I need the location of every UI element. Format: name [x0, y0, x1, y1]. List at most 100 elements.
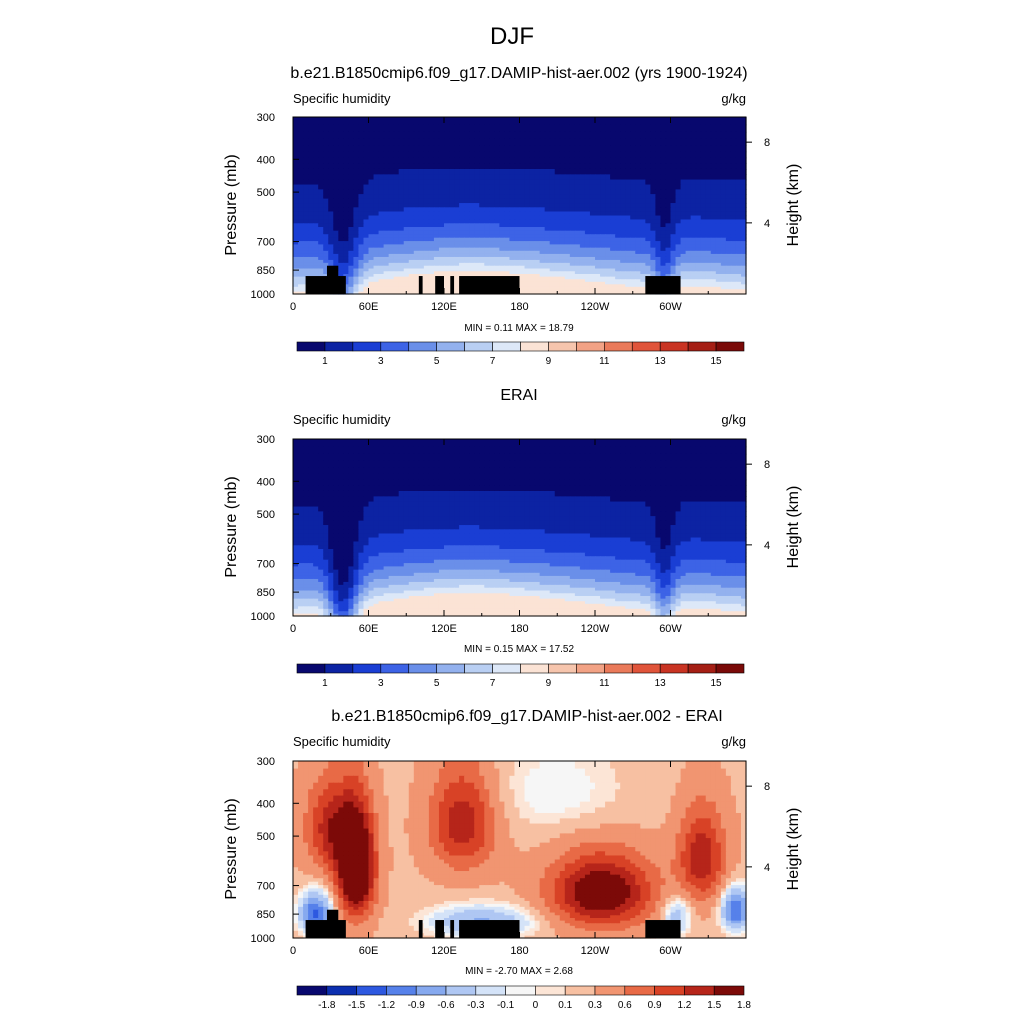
heatmap-cell [378, 223, 385, 228]
heatmap-cell [700, 279, 707, 283]
heatmap-cell [328, 244, 334, 249]
heatmap-cell [524, 473, 531, 481]
heatmap-cell [444, 276, 450, 280]
heatmap-cell [524, 219, 531, 224]
heatmap-cell [398, 241, 405, 246]
heatmap-cell [559, 198, 566, 204]
heatmap-cell [298, 265, 304, 270]
heatmap-cell [328, 138, 334, 146]
heatmap-cell [393, 184, 400, 191]
heatmap-cell [509, 234, 516, 239]
heatmap-cell [665, 446, 672, 455]
heatmap-cell [524, 286, 531, 290]
heatmap-cell [665, 485, 672, 492]
heatmap-cell [725, 473, 732, 481]
heatmap-cell [720, 184, 727, 191]
heatmap-cell [549, 460, 556, 468]
heatmap-cell [610, 207, 616, 213]
heatmap-cell [308, 271, 314, 275]
heatmap-cell [393, 138, 400, 146]
heatmap-cell [670, 439, 677, 448]
heatmap-cell [343, 281, 349, 285]
heatmap-cell [428, 203, 435, 208]
heatmap-cell [293, 479, 299, 487]
heatmap-cell [655, 157, 662, 165]
heatmap-cell [353, 230, 360, 235]
y-tick-label: 1000 [251, 289, 275, 301]
heatmap-cell [393, 198, 400, 204]
heatmap-cell [428, 453, 435, 462]
heatmap-cell [333, 131, 339, 140]
heatmap-cell [383, 237, 390, 242]
heatmap-cell [554, 174, 561, 181]
heatmap-cell [338, 194, 344, 200]
heatmap-cell [474, 467, 480, 475]
heatmap-cell [605, 237, 611, 242]
heatmap-cell [630, 184, 636, 191]
heatmap-cell [625, 271, 631, 275]
heatmap-cell [469, 271, 475, 275]
heatmap-cell [484, 163, 490, 170]
heatmap-cell [569, 117, 576, 126]
heatmap-cell [690, 268, 697, 272]
heatmap-cell [393, 219, 400, 224]
heatmap-cell [730, 446, 737, 455]
heatmap-cell [403, 219, 410, 224]
heatmap-cell [353, 223, 360, 228]
heatmap-cell [449, 203, 455, 208]
heatmap-cell [544, 479, 551, 487]
heatmap-cell [690, 439, 697, 448]
heatmap-cell [569, 203, 576, 208]
heatmap-cell [313, 174, 319, 181]
heatmap-cell [504, 467, 511, 475]
heatmap-cell [605, 207, 611, 213]
heatmap-cell [675, 250, 682, 255]
heatmap-cell [524, 151, 531, 159]
heatmap-cell [298, 291, 304, 295]
heatmap-cell [333, 460, 339, 468]
heatmap-cell [680, 194, 687, 200]
heatmap-cell [584, 250, 591, 255]
heatmap-cell [534, 227, 541, 232]
heatmap-cell [403, 168, 410, 175]
heatmap-cell [368, 211, 375, 217]
heatmap-cell [499, 268, 505, 272]
heatmap-cell [630, 271, 636, 275]
heatmap-cell [393, 485, 400, 492]
heatmap-cell [569, 268, 576, 272]
heatmap-cell [393, 271, 400, 275]
heatmap-cell [318, 168, 324, 175]
heatmap-cell [584, 490, 591, 497]
heatmap-cell [368, 286, 375, 290]
heatmap-cell [735, 460, 742, 468]
heatmap-cell [615, 273, 621, 278]
colorbar-label: 15 [711, 356, 723, 367]
heatmap-cell [449, 247, 455, 252]
heatmap-cell [720, 276, 727, 280]
heatmap-cell [620, 276, 626, 280]
heatmap-cell [600, 163, 606, 170]
heatmap-cell [479, 194, 485, 200]
heatmap-cell [630, 439, 636, 448]
heatmap-cell [605, 211, 611, 217]
heatmap-cell [625, 485, 631, 492]
heatmap-cell [660, 256, 667, 261]
heatmap-cell [393, 117, 400, 126]
heatmap-cell [479, 215, 485, 221]
heatmap-cell [595, 163, 601, 170]
heatmap-cell [353, 253, 360, 258]
min-max-text: MIN = 0.15 MAX = 17.52 [464, 644, 574, 655]
heatmap-cell [373, 145, 380, 153]
heatmap-cell [635, 247, 641, 252]
heatmap-cell [645, 250, 651, 255]
heatmap-cell [610, 291, 616, 295]
heatmap-cell [524, 281, 531, 285]
heatmap-cell [454, 174, 460, 181]
heatmap-cell [494, 473, 500, 481]
heatmap-cell [464, 501, 470, 508]
heatmap-cell [600, 276, 606, 280]
heatmap-cell [343, 215, 349, 221]
heatmap-cell [690, 230, 697, 235]
heatmap-cell [388, 291, 395, 295]
heatmap-cell [675, 262, 682, 267]
